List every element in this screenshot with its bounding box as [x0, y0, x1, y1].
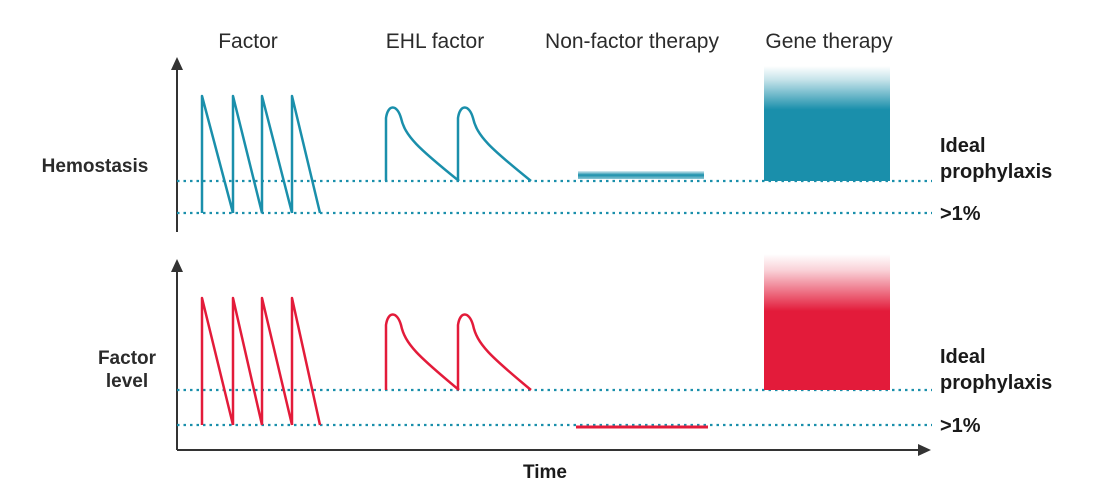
- factor-level-ehl-curve-1: [384, 313, 460, 391]
- hemostasis-non-factor-bar: [578, 171, 704, 179]
- factor-level-label-line1: Factor: [98, 348, 157, 369]
- column-header-factor: Factor: [218, 30, 278, 53]
- factor-ideal-label-line2: prophylaxis: [940, 372, 1052, 394]
- hemostasis-ideal-label-line2: prophylaxis: [940, 161, 1052, 183]
- hemostasis-y-axis-arrow: [171, 57, 183, 70]
- factor-level-factor-curve: [200, 296, 322, 426]
- hemostasis-1pct-label: >1%: [940, 203, 981, 225]
- factor-level-panel: Factor level Ideal prophylaxis >1% Time: [98, 254, 1052, 483]
- hemostasis-gene-therapy-block: [764, 66, 890, 181]
- time-axis-arrow: [918, 444, 931, 456]
- column-header-non-factor-therapy: Non-factor therapy: [545, 30, 719, 53]
- hemostasis-ideal-label-line1: Ideal: [940, 135, 986, 157]
- factor-1pct-label: >1%: [940, 415, 981, 437]
- factor-level-ehl-curve-2: [456, 313, 532, 391]
- column-header-gene-therapy: Gene therapy: [765, 30, 893, 53]
- hemostasis-ehl-curve-2: [456, 106, 532, 182]
- time-axis-label: Time: [523, 462, 567, 483]
- factor-ideal-label-line1: Ideal: [940, 346, 986, 368]
- hemostasis-ehl-curve-1: [384, 106, 460, 182]
- hemostasis-factor-curve: [200, 94, 322, 214]
- hemostasis-panel: Hemostasis Ideal prophylaxis >1%: [42, 57, 1052, 232]
- hemostasis-label: Hemostasis: [42, 156, 149, 177]
- factor-level-gene-therapy-block: [764, 254, 890, 390]
- factor-level-label-line2: level: [106, 371, 148, 392]
- column-header-ehl-factor: EHL factor: [386, 30, 484, 53]
- factor-level-y-axis-arrow: [171, 259, 183, 272]
